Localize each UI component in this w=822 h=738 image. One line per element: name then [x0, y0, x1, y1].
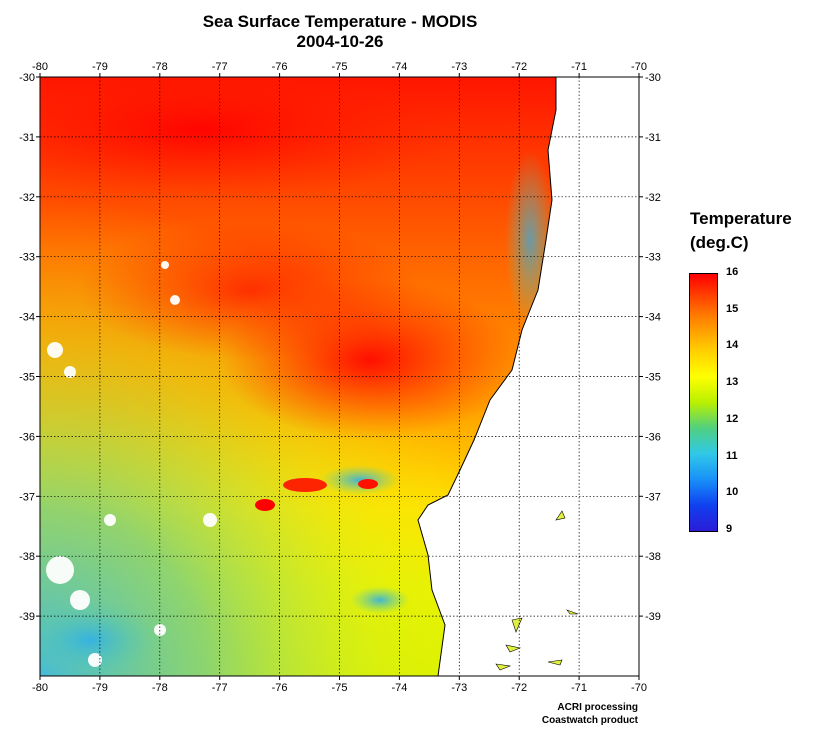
lon-tick-label-bottom: -71 [571, 682, 587, 694]
lat-tick-label-right: -33 [645, 252, 661, 264]
cloud-gaps [46, 261, 217, 667]
lat-tick-label-right: -39 [645, 611, 661, 623]
colorbar-tick-label: 10 [726, 486, 739, 499]
lon-tick-label-bottom: -70 [631, 682, 647, 694]
land-mass [417, 77, 639, 676]
credit-product: Coastwatch product [541, 715, 638, 726]
lat-tick-label-right: -35 [645, 372, 661, 384]
lon-tick-label-top: -70 [631, 61, 647, 73]
lon-tick-label-top: -79 [92, 61, 108, 73]
lat-tick-label-left: -38 [19, 551, 35, 563]
lat-tick-label-right: -31 [645, 132, 661, 144]
legend-title: Temperature [690, 209, 792, 228]
map-title: Sea Surface Temperature - MODIS [202, 12, 478, 31]
lon-tick-label-top: -71 [571, 61, 587, 73]
lon-tick-label-top: -77 [212, 61, 228, 73]
colorbar-tick-label: 11 [726, 449, 738, 462]
lon-tick-label-bottom: -75 [332, 682, 348, 694]
islands [495, 510, 579, 671]
lat-tick-label-right: -37 [645, 491, 661, 503]
axis-labels: -80 -80 -79 -79 -78 -78 -77 -77 -76 -76 -75 -75 -74 -… [19, 61, 661, 694]
lon-tick-label-top: -73 [451, 61, 467, 73]
colorbar-tick-label: 13 [726, 376, 739, 389]
lat-tick-label-right: -34 [645, 312, 661, 324]
lon-tick-label-top: -72 [511, 61, 527, 73]
lon-tick-label-top: -80 [32, 61, 48, 73]
lat-tick-label-left: -30 [19, 72, 35, 84]
lon-tick-label-top: -76 [272, 61, 288, 73]
lat-tick-label-left: -34 [19, 312, 35, 324]
lon-tick-label-bottom: -72 [511, 682, 527, 694]
lat-tick-label-left: -35 [19, 372, 35, 384]
legend-units: (deg.C) [690, 233, 749, 252]
lat-tick-label-left: -37 [19, 491, 35, 503]
colorbar-tick-label: 9 [726, 523, 733, 535]
colorbar-tick-label: 15 [726, 302, 739, 315]
lat-tick-label-right: -38 [645, 551, 661, 563]
lon-tick-label-bottom: -77 [212, 682, 228, 694]
lat-tick-label-right: -30 [645, 72, 661, 84]
lon-tick-label-top: -75 [332, 61, 348, 73]
lon-tick-label-bottom: -74 [391, 682, 407, 694]
lat-tick-label-left: -36 [19, 431, 35, 443]
lon-tick-label-bottom: -79 [92, 682, 108, 694]
map-date: 2004-10-26 [296, 32, 384, 51]
lon-tick-label-bottom: -78 [152, 682, 168, 694]
lon-tick-label-top: -74 [391, 61, 407, 73]
colorbar-tick-label: 14 [726, 339, 739, 352]
lat-tick-label-left: -31 [19, 132, 35, 144]
lat-tick-label-left: -39 [19, 611, 35, 623]
lon-tick-label-top: -78 [152, 61, 168, 73]
lat-tick-label-left: -33 [19, 252, 35, 264]
colorbar-tick-label: 16 [726, 266, 739, 278]
lat-tick-label-left: -32 [19, 192, 35, 204]
lon-tick-label-bottom: -73 [451, 682, 467, 694]
lon-tick-label-bottom: -76 [272, 682, 288, 694]
lat-tick-label-right: -36 [645, 431, 661, 443]
sst-field [40, 77, 639, 676]
colorbar-tick-label: 12 [726, 412, 739, 425]
temperature-colorbar [689, 273, 718, 532]
lon-tick-label-bottom: -80 [32, 682, 48, 694]
credit-processing: ACRI processing [557, 702, 638, 713]
lat-tick-label-right: -32 [645, 192, 661, 204]
